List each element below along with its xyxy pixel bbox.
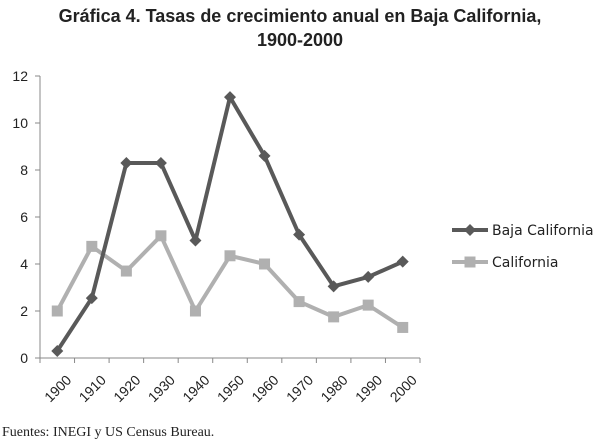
x-tick-label: 1990 [352,372,385,405]
x-axis: 1900 1910 1920 1930 1940 1950 1960 1970 1980 1990… [39,357,421,405]
x-tick-label: 2000 [387,372,420,405]
y-tick-label: 2 [20,303,28,319]
y-tick-label: 6 [20,209,28,225]
chart-title: Gráfica 4. Tasas de crecimiento anual en… [59,6,542,26]
source-note: Fuentes: INEGI y US Census Bureau. [2,425,214,440]
data-point-california [155,230,167,242]
chart-title-line2: 1900-2000 [257,30,343,50]
data-point-california [224,250,236,262]
x-tick-label: 1920 [110,372,143,405]
data-point-california [362,299,374,311]
legend-label: Baja California [492,223,594,239]
data-point-baja-california [189,234,202,247]
x-tick-label: 1930 [145,372,178,405]
data-point-baja-california [120,156,133,169]
y-axis: 0 2 4 6 8 10 12 [12,68,41,366]
series-baja-california [51,91,409,357]
y-tick-label: 0 [20,350,28,366]
data-point-baja-california [327,280,340,293]
legend: Baja California California [452,223,594,271]
data-point-baja-california [396,255,409,268]
y-tick-label: 10 [12,115,28,131]
legend-marker [464,256,476,268]
y-tick-label: 8 [20,162,28,178]
data-point-baja-california [85,292,98,305]
x-tick-label: 1960 [248,372,281,405]
data-point-california [397,321,409,333]
data-point-california [328,311,340,323]
data-point-california [293,296,305,308]
data-point-california [189,305,201,317]
x-tick-label: 1950 [214,372,247,405]
data-point-baja-california [224,91,236,104]
series-california [51,230,409,333]
legend-marker [464,224,476,236]
legend-label: California [492,255,558,271]
data-point-california [259,258,271,270]
plot-area [51,91,409,357]
x-tick-label: 1980 [317,372,350,405]
y-tick-label: 4 [20,256,28,272]
x-tick-label: 1910 [76,372,109,405]
x-tick-label: 1940 [179,372,212,405]
data-point-baja-california [293,228,306,241]
x-tick-label: 1900 [41,372,74,405]
data-point-california [120,265,132,277]
data-point-california [51,305,63,317]
data-point-baja-california [258,149,271,162]
y-tick-label: 12 [12,68,28,84]
data-point-baja-california [154,156,167,169]
legend-item-california: California [452,255,558,271]
data-point-baja-california [362,270,375,283]
data-point-california [86,240,98,252]
legend-item-baja-california: Baja California [452,223,594,239]
x-tick-label: 1970 [283,372,316,405]
data-point-baja-california [51,344,64,357]
